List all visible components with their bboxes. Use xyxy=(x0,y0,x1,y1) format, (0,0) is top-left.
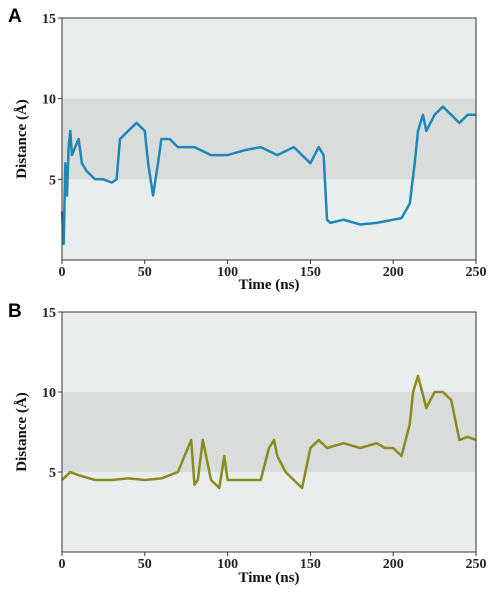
panel-letter-b: B xyxy=(8,301,22,322)
x-tick-label: 50 xyxy=(138,557,152,572)
x-tick-label: 150 xyxy=(300,265,321,280)
y-tick-label: 5 xyxy=(49,466,56,481)
x-axis-label: Time (ns) xyxy=(239,570,300,586)
x-tick-label: 200 xyxy=(383,557,404,572)
x-tick-label: 250 xyxy=(466,265,487,280)
panel-a: A 0 50 100 150 200 250 5 10 15 Time (ns) Distan… xyxy=(8,6,487,293)
y-axis-label: Distance (Å) xyxy=(14,392,30,472)
x-tick-label: 100 xyxy=(217,265,238,280)
plot-frame xyxy=(61,311,477,553)
panel-b: B 0 50 100 150 200 250 5 10 15 Time (ns) Distan… xyxy=(8,301,487,586)
distance-trace xyxy=(61,374,477,490)
panel-letter-a: A xyxy=(8,6,22,27)
highlight-band xyxy=(62,392,476,472)
distance-trace xyxy=(60,105,476,246)
y-tick-label: 15 xyxy=(42,12,56,27)
y-axis-label: Distance (Å) xyxy=(14,99,30,179)
x-axis-label: Time (ns) xyxy=(239,277,300,293)
y-ticks: 5 10 15 xyxy=(42,306,62,481)
y-tick-label: 10 xyxy=(42,93,56,108)
highlight-band xyxy=(62,98,476,180)
y-tick-label: 5 xyxy=(49,173,56,188)
x-ticks: 0 50 100 150 200 250 xyxy=(59,552,487,572)
x-tick-label: 0 xyxy=(59,557,66,572)
x-tick-label: 200 xyxy=(383,265,404,280)
y-tick-label: 15 xyxy=(42,306,56,321)
y-ticks: 5 10 15 xyxy=(42,12,62,188)
plot-frame xyxy=(61,17,477,261)
x-tick-label: 100 xyxy=(217,557,238,572)
x-tick-label: 50 xyxy=(138,265,152,280)
x-tick-label: 250 xyxy=(466,557,487,572)
x-tick-label: 150 xyxy=(300,557,321,572)
x-tick-label: 0 xyxy=(59,265,66,280)
y-tick-label: 10 xyxy=(42,386,56,401)
x-ticks: 0 50 100 150 200 250 xyxy=(59,260,487,280)
